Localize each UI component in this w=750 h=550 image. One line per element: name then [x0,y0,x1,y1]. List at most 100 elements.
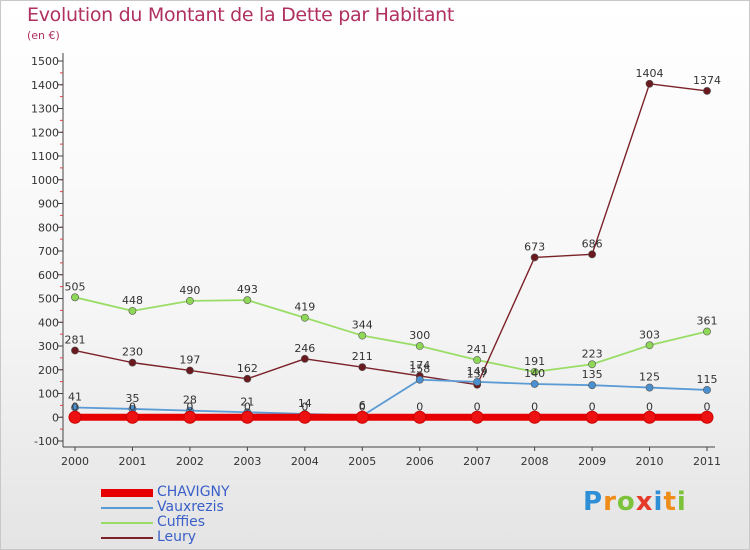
data-label-chavigny: 0 [359,400,366,413]
y-tick-label: 400 [38,316,59,329]
data-point-cuffies [358,331,367,340]
data-label-cuffies: 419 [294,301,315,314]
data-point-cuffies [703,327,711,336]
data-label-chavigny: 0 [646,400,653,413]
x-tick-label: 2008 [521,455,549,468]
series-layer [68,79,714,424]
data-label-cuffies: 448 [122,294,143,307]
y-tick-label: 1500 [31,55,59,68]
y-tick-label: 100 [38,388,59,401]
chart-title: Evolution du Montant de la Dette par Hab… [27,4,455,26]
y-tick-label: 0 [52,411,59,424]
data-label-vauxrezis: 21 [240,395,254,408]
y-tick-label: -100 [34,435,59,448]
y-tick-label: 1000 [31,174,59,187]
data-label-cuffies: 241 [467,343,488,356]
data-point-leury [243,374,252,383]
data-label-chavigny: 0 [589,400,596,413]
data-label-leury: 230 [122,346,143,359]
logo-letter: o [616,487,636,517]
data-label-leury: 174 [409,359,430,372]
data-label-chavigny: 0 [186,400,193,413]
data-label-vauxrezis: 35 [125,392,139,405]
data-point-vauxrezis [473,377,482,386]
x-tick-label: 2007 [463,455,491,468]
x-tick-label: 2006 [406,455,434,468]
y-tick-label: 300 [38,340,59,353]
y-tick-label: 700 [38,245,59,258]
y-tick-label: 600 [38,269,59,282]
data-label-vauxrezis: 28 [183,394,197,407]
legend-swatch-chavigny [101,489,153,497]
y-tick-label: 200 [38,364,59,377]
data-label-cuffies: 303 [639,328,660,341]
series-chavigny [68,410,714,424]
data-label-chavigny: 0 [704,400,711,413]
data-label-vauxrezis: 6 [359,399,366,412]
y-tick-label: 1200 [31,126,59,139]
data-label-chavigny: 0 [301,400,308,413]
data-label-leury: 137 [467,368,488,381]
data-point-chavigny [125,410,139,424]
data-label-leury: 1374 [693,74,721,87]
legend-swatch-cuffies [101,522,153,524]
data-label-cuffies: 361 [697,315,718,328]
data-point-chavigny [413,410,427,424]
proxiti-logo: Proxiti [583,487,687,517]
x-tick-label: 2000 [61,455,89,468]
series-vauxrezis [71,375,711,420]
chart-subtitle: (en €) [27,29,60,42]
data-point-cuffies [415,342,424,350]
data-point-chavigny [470,410,484,424]
data-point-chavigny [68,410,82,424]
data-point-cuffies [530,367,539,376]
data-label-leury: 673 [524,240,545,253]
data-point-chavigny [240,410,254,424]
data-label-leury: 686 [582,237,603,250]
y-tick-label: 1100 [31,150,59,163]
x-tick-label: 2001 [118,455,146,468]
data-point-vauxrezis [588,381,596,390]
data-point-vauxrezis [703,386,711,394]
data-label-leury: 246 [294,342,315,355]
data-point-chavigny [700,410,714,424]
x-tick-label: 2011 [693,455,721,468]
data-label-leury: 1404 [636,67,664,80]
logo-letter: r [603,487,617,517]
data-point-cuffies [300,313,309,322]
data-label-cuffies: 344 [352,319,373,332]
data-point-cuffies [243,296,252,305]
data-label-chavigny: 0 [72,400,79,413]
series-line-vauxrezis [74,378,708,417]
data-point-chavigny [298,410,312,424]
logo-letter: i [676,487,687,517]
data-point-vauxrezis [645,383,654,392]
data-point-chavigny [643,410,657,424]
data-point-cuffies [473,356,482,364]
legend-swatch-vauxrezis [101,507,153,509]
data-point-chavigny [585,410,599,424]
data-label-vauxrezis: 140 [524,367,545,380]
series-line-cuffies [74,296,708,373]
data-label-leury: 281 [65,334,86,347]
data-point-vauxrezis [530,380,539,388]
data-label-cuffies: 505 [65,280,86,293]
data-point-cuffies [71,293,79,302]
data-point-leury [186,366,194,375]
data-label-cuffies: 493 [237,283,258,296]
data-point-leury [703,87,711,95]
data-point-leury [71,346,79,355]
data-label-chavigny: 0 [244,400,251,413]
logo-letter: i [653,487,664,517]
series-cuffies [71,293,711,376]
x-tick-label: 2002 [176,455,204,468]
data-label-vauxrezis: 14 [298,397,312,410]
data-label-cuffies: 490 [179,284,200,297]
series-line-leury [74,83,708,386]
x-tick-label: 2004 [291,455,319,468]
data-point-vauxrezis [415,375,424,384]
data-point-cuffies [128,306,137,315]
x-tick-label: 2005 [348,455,376,468]
y-tick-label: 900 [38,198,59,211]
